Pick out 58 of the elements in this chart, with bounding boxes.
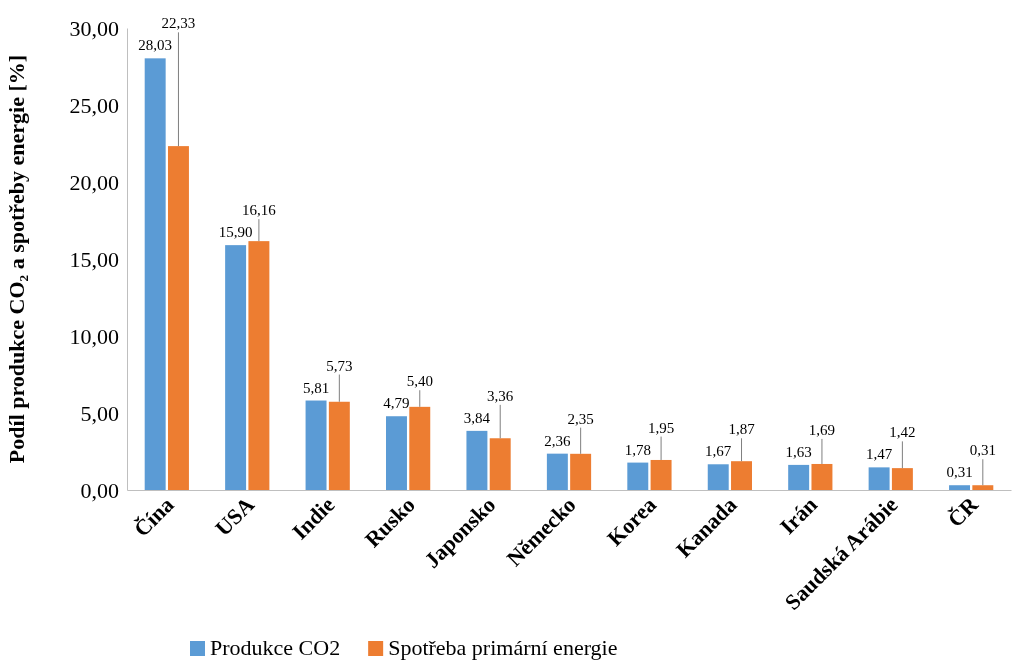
data-label: 16,16 <box>242 202 277 219</box>
y-tick-label: 15,00 <box>69 246 119 272</box>
data-label: 0,31 <box>969 442 996 459</box>
bar <box>466 430 488 490</box>
y-tick-label: 25,00 <box>69 92 119 118</box>
bar <box>650 459 672 490</box>
bar <box>409 406 431 490</box>
data-label: 1,69 <box>808 421 836 438</box>
data-label: 5,73 <box>326 357 353 374</box>
bar <box>225 245 247 490</box>
data-label: 4,79 <box>383 395 410 412</box>
bar <box>489 438 511 490</box>
data-label: 2,36 <box>544 432 571 449</box>
y-tick-label: 20,00 <box>69 169 119 195</box>
data-label: 1,47 <box>865 446 893 463</box>
bar <box>731 461 752 490</box>
data-label: 1,95 <box>647 419 675 436</box>
data-label: 0,31 <box>946 464 973 481</box>
data-label: 1,78 <box>624 441 651 458</box>
bar <box>949 485 971 490</box>
bar <box>144 58 166 490</box>
y-tick-label: 0,00 <box>80 477 119 503</box>
bar <box>386 416 407 490</box>
y-axis-title: Podíl produkce CO₂ a spotřeby energie [%] <box>4 54 29 464</box>
data-label: 3,84 <box>463 409 491 426</box>
legend-label: Produkce CO2 <box>210 635 341 660</box>
bar <box>248 241 270 490</box>
x-tick-label: ČR <box>942 491 984 533</box>
bar <box>891 468 913 490</box>
data-label: 2,35 <box>567 410 594 427</box>
legend-label: Spotřeba primární energie <box>388 635 618 660</box>
data-label: 15,90 <box>218 224 253 241</box>
bar <box>546 453 568 490</box>
data-label: 1,67 <box>705 443 732 460</box>
bar <box>167 146 189 490</box>
bar <box>868 467 890 490</box>
x-tick-label: Irán <box>774 491 822 540</box>
bar <box>305 400 327 490</box>
y-tick-label: 10,00 <box>69 323 119 349</box>
data-label: 28,03 <box>138 37 173 54</box>
bar <box>570 453 592 490</box>
bar <box>627 462 649 490</box>
data-label: 1,63 <box>785 443 812 460</box>
data-label: 22,33 <box>161 15 196 32</box>
data-label: 5,81 <box>302 379 330 396</box>
x-tick-label: USA <box>210 491 259 541</box>
y-tick-label: 30,00 <box>69 15 119 41</box>
data-label: 5,40 <box>406 373 433 390</box>
bar <box>707 464 729 490</box>
data-label: 1,42 <box>889 424 916 441</box>
y-tick-label: 5,00 <box>80 400 119 426</box>
bar <box>972 485 994 490</box>
bar <box>811 463 833 490</box>
bar <box>788 464 810 490</box>
data-label: 1,87 <box>728 421 756 438</box>
bar <box>328 401 350 490</box>
x-tick-label: Čína <box>128 491 179 542</box>
data-label: 3,36 <box>487 387 514 404</box>
